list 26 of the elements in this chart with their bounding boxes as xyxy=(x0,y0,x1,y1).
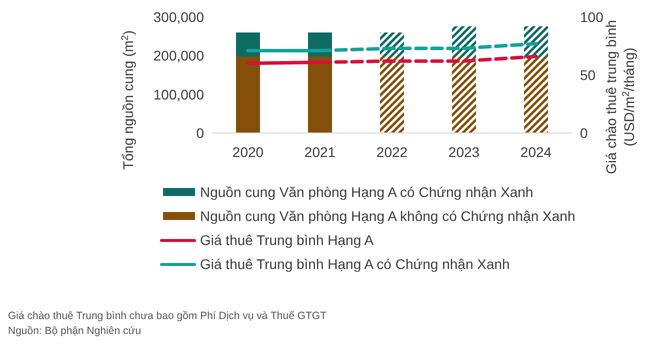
bar xyxy=(380,56,404,133)
y-tick-label: 0 xyxy=(196,124,204,141)
legend-label: Giá thuê Trung bình Hạng A có Chứng nhận Xanh xyxy=(200,256,510,272)
legend-label: Nguồn cung Văn phòng Hạng A có Chứng nhận Xanh xyxy=(200,184,534,200)
legend-label: Giá thuê Trung bình Hạng A xyxy=(200,232,374,248)
y-tick-label: 100,000 xyxy=(153,86,204,102)
bar xyxy=(236,32,260,56)
y2-tick-label: 100 xyxy=(580,8,604,25)
x-tick-label: 2022 xyxy=(376,144,408,160)
y2-tick-label: 0 xyxy=(580,124,588,141)
bar xyxy=(524,26,548,56)
x-tick-label: 2023 xyxy=(448,144,480,160)
text: Giá chào thuê Trung bình chưa bao gồm Phí Dịch vụ và Thuế GTGT xyxy=(8,309,327,324)
x-tick-label: 2020 xyxy=(232,144,264,160)
bar xyxy=(452,26,476,56)
bar xyxy=(236,56,260,133)
x-tick-label: 2021 xyxy=(304,144,336,160)
y-tick-label: 300,000 xyxy=(153,8,204,25)
bar xyxy=(452,56,476,133)
bar xyxy=(308,56,332,133)
x-tick-label: 2024 xyxy=(520,144,552,160)
legend-label: Nguồn cung Văn phòng Hạng A không có Chứng nhận Xanh xyxy=(200,208,576,224)
y-tick-label: 200,000 xyxy=(153,48,204,64)
y2-tick-label: 50 xyxy=(580,66,596,83)
text: Nguồn: Bộ phận Nghiên cứu xyxy=(8,324,142,339)
bar xyxy=(524,56,548,133)
